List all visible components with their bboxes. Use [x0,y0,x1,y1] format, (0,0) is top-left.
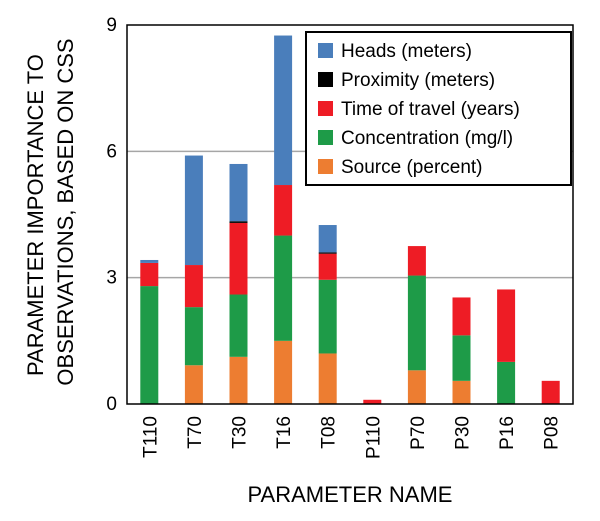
bar-segment [541,380,560,404]
bar-segment [184,307,203,366]
bar-stack-p16 [497,289,516,404]
bar-segment [140,262,159,287]
bar-segment [229,163,248,222]
x-tick-label: P16 [497,416,518,450]
y-tick-label: 0 [106,394,117,415]
bar-segment [318,252,337,254]
bar-segment [497,289,516,362]
legend-label: Proximity (meters) [341,70,495,91]
x-tick-label: T110 [140,416,161,458]
bar-segment [184,155,203,266]
x-tick-label: T16 [274,416,295,449]
legend-box [305,31,572,186]
x-tick-label: P110 [363,416,384,459]
legend-label: Source (percent) [341,157,483,178]
y-tick-label: 3 [106,268,117,289]
bar-segment [452,380,471,404]
bar-stack-p30 [452,297,471,404]
bar-segment [140,259,159,263]
bar-stack-p110 [363,399,382,404]
legend-swatch [318,159,333,174]
bar-segment [318,353,337,404]
x-axis-ticks: T110 T70 T30 T16 T08 P110 P70 P30 P16 P08 [140,416,562,459]
bar-segment [497,361,516,404]
x-tick-label: T30 [230,416,251,449]
bar-segment [229,356,248,404]
legend-swatch [318,101,333,116]
bar-segment [274,35,293,186]
y-axis-ticks: 0 3 6 9 [106,15,117,415]
bar-stack-p08 [541,380,560,404]
x-tick-label: T70 [185,416,206,449]
bar-segment [274,235,293,341]
x-tick-label: P08 [542,416,563,450]
bar-segment [274,340,293,404]
legend-swatch [318,72,333,87]
y-tick-label: 9 [106,15,117,36]
plot-frame [126,24,574,405]
bar-segment [229,221,248,223]
bar-segment [229,222,248,295]
y-axis-title-line-1: PARAMETER IMPORTANCE TO [23,54,48,376]
bar-stack-t08 [318,225,337,404]
bars [140,35,560,404]
bar-segment [407,275,426,371]
x-axis-title: PARAMETER NAME [248,482,453,507]
bar-stack-t70 [184,155,203,404]
legend-swatch [318,130,333,145]
x-tick-label: P70 [408,416,429,450]
bar-segment [184,365,203,404]
bar-stack-t110 [140,259,159,404]
x-tick-label: T08 [319,416,340,449]
y-tick-label: 6 [106,141,117,162]
legend-label: Heads (meters) [341,41,472,62]
x-tick-label: P30 [453,416,474,450]
bar-segment [318,279,337,354]
bar-stack-p70 [407,246,426,404]
bar-stack-t16 [274,35,293,404]
legend-label: Concentration (mg/l) [341,128,513,149]
legend-label: Time of travel (years) [341,99,520,120]
bar-segment [184,265,203,308]
bar-segment [140,286,159,404]
y-axis-title: PARAMETER IMPORTANCE TO OBSERVATIONS, BA… [23,38,78,385]
bar-segment [363,399,382,404]
bar-stack-t30 [229,163,248,404]
bar-segment [407,370,426,404]
bar-segment [407,246,426,276]
legend-swatch [318,43,333,58]
bar-segment [452,297,471,336]
bar-segment [318,253,337,280]
y-axis-title-line-2: OBSERVATIONS, BASED ON CSS [53,38,78,385]
bar-segment [452,335,471,381]
bar-segment [274,185,293,236]
bar-segment [318,225,337,253]
bar-segment [229,294,248,357]
legend: Heads (meters) Proximity (meters) Time of … [305,31,572,186]
